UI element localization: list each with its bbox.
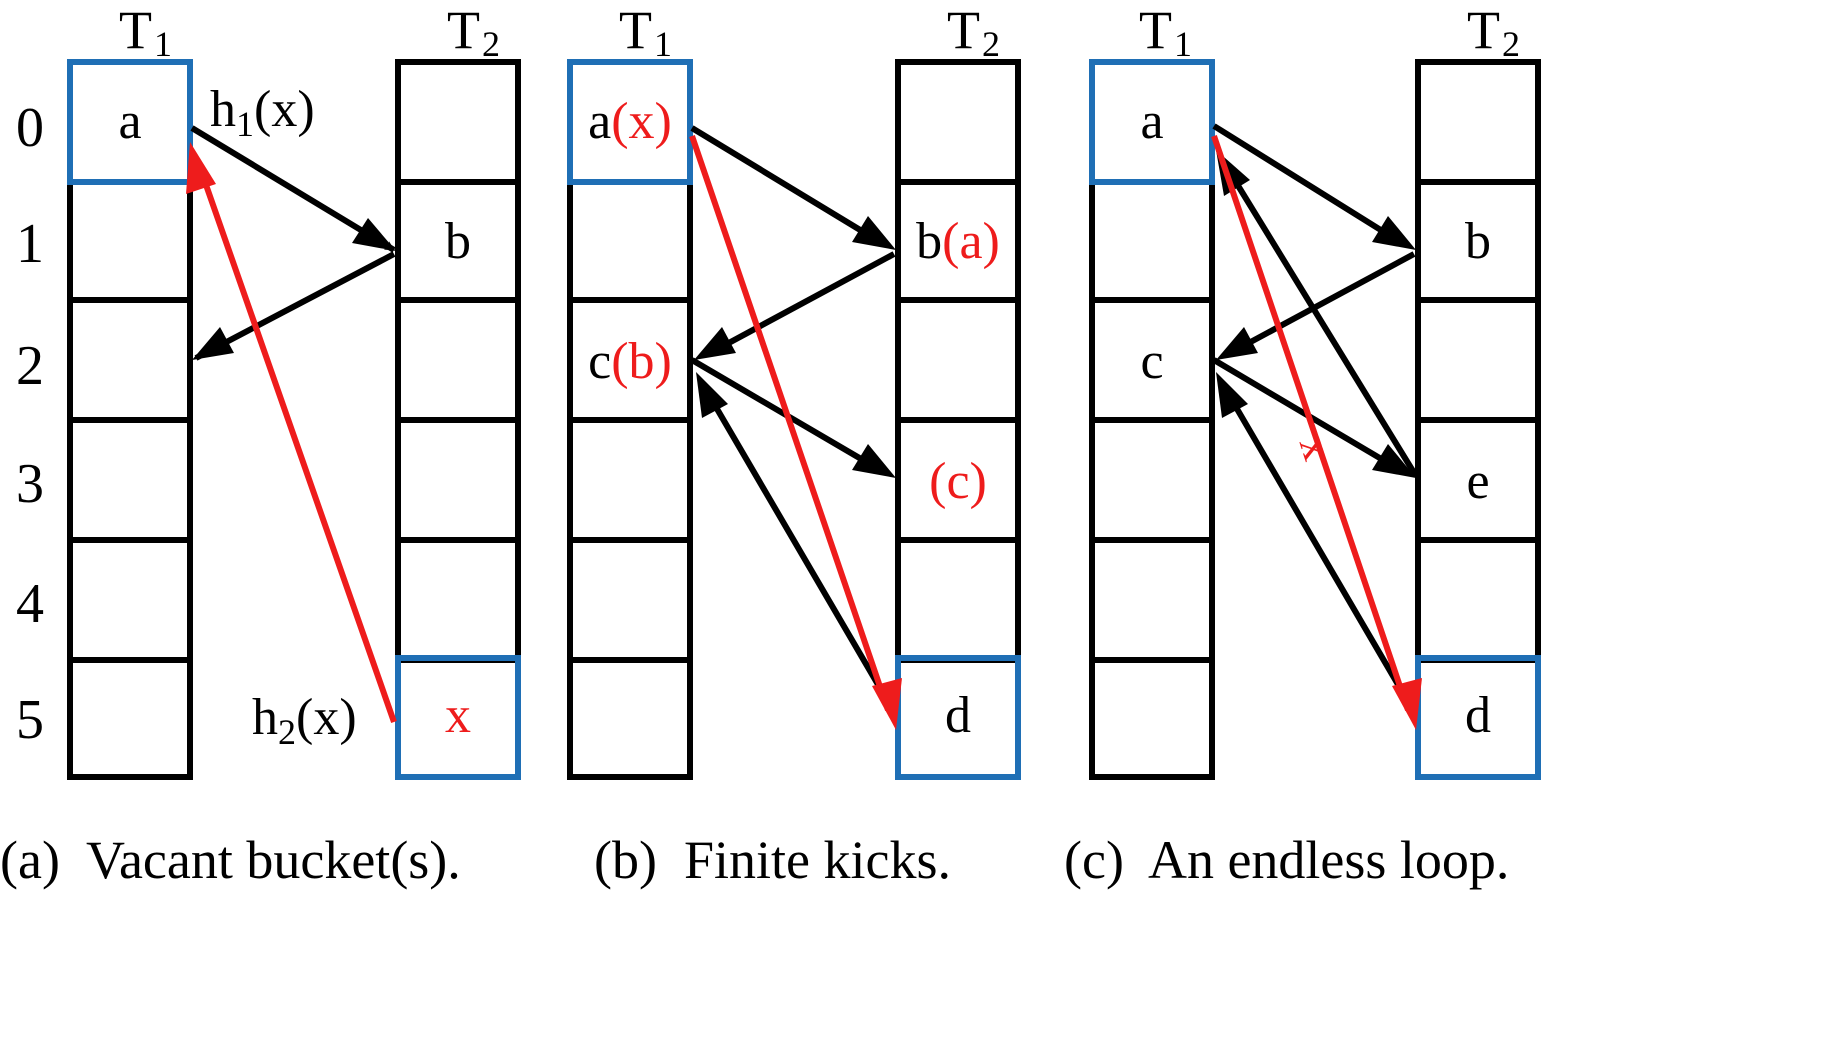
panel-c-arrow-b-to-c-head bbox=[1216, 327, 1258, 360]
panel-a-arrow-a-to-b bbox=[190, 125, 396, 253]
panel-c-t2-sub: 2 bbox=[1502, 24, 1520, 64]
panel-b-t2-cell-5-highlight bbox=[895, 655, 1021, 780]
panel-b-t1-cell-0: a(x) bbox=[588, 93, 672, 150]
panel-c-t2-cell-5-highlight bbox=[1415, 655, 1541, 780]
panel-a-arrow-a-to-b-head bbox=[352, 218, 396, 251]
panel-b-arrow-x-to-d bbox=[689, 135, 891, 711]
panel-b-arrow-b-to-c-head bbox=[694, 327, 736, 360]
panel-b-arrow-x-to-d-head bbox=[872, 678, 902, 730]
panel-b-table-t1 bbox=[567, 59, 693, 780]
row-label-0: 0 bbox=[16, 97, 44, 159]
panel-c-arrow-b-to-c bbox=[1230, 251, 1416, 355]
panel-b-arrow-a-to-b bbox=[690, 125, 882, 245]
panel-c-t2-cell-3: e bbox=[1466, 453, 1489, 510]
panel-c-t2-cell-1: b bbox=[1465, 213, 1491, 270]
panel-c-table-t1 bbox=[1089, 59, 1215, 780]
panel-b-t2-cell-1: b(a) bbox=[916, 213, 1000, 270]
panel-a-arrow-b-to-t1-2 bbox=[194, 251, 396, 361]
panel-c-arrow-a-to-b bbox=[1212, 123, 1402, 245]
panel-a-h2-label: h2(x) bbox=[252, 689, 357, 752]
panel-c-arrow-e-to-a bbox=[1223, 164, 1419, 478]
panel-a-t2-sub: 2 bbox=[482, 24, 500, 64]
panel-b-t2-header: T bbox=[947, 0, 980, 60]
panel-b-t2-sub: 2 bbox=[982, 24, 1000, 64]
panel-a-arrow-x-to-a-head bbox=[186, 142, 216, 194]
panel-a-table-t2 bbox=[395, 59, 521, 780]
panel-c-t1-cell-0: a bbox=[1140, 93, 1163, 150]
panel-a-t2-header: T bbox=[447, 0, 480, 60]
panel-c-t2-header: T bbox=[1467, 0, 1500, 60]
panel-b-arrow-b-to-c bbox=[710, 251, 896, 355]
panel-a-t1-cell-0: a bbox=[118, 93, 141, 150]
row-label-3: 3 bbox=[16, 453, 44, 515]
panel-c-t1-cell-0-highlight bbox=[1089, 59, 1215, 185]
row-label-1: 1 bbox=[16, 213, 44, 275]
panel-c: T 1 T 2 a c b e d bbox=[1089, 0, 1541, 780]
panel-b-t1-sub: 1 bbox=[654, 24, 672, 64]
caption-b: (b) Finite kicks. bbox=[594, 830, 951, 890]
panel-a-h1-label: h1(x) bbox=[210, 81, 315, 144]
panel-c-table-t2 bbox=[1415, 59, 1541, 780]
panel-a-t1-header: T bbox=[119, 0, 152, 60]
panel-b-arrow-a-to-b-head bbox=[852, 216, 896, 250]
panel-c-arrow-x-to-d bbox=[1211, 135, 1411, 711]
panel-c-t1-header: T bbox=[1139, 0, 1172, 60]
panel-b-t2-cell-3: (c) bbox=[929, 453, 987, 510]
panel-b-t1-cell-0-highlight bbox=[567, 59, 693, 185]
panel-a-t1-sub: 1 bbox=[154, 24, 172, 64]
row-label-5: 5 bbox=[16, 689, 44, 751]
panel-b-arrow-d-to-c bbox=[703, 388, 897, 714]
panel-c-t1-cell-2: c bbox=[1140, 333, 1163, 390]
panel-b-t1-cell-2: c(b) bbox=[588, 333, 672, 390]
row-label-2: 2 bbox=[16, 335, 44, 397]
panel-c-t2-cell-5: d bbox=[1465, 687, 1491, 744]
panel-a-t2-cell-5: x bbox=[445, 687, 471, 744]
panel-b-table-t2 bbox=[895, 59, 1021, 780]
panel-a-t1-cell-0-highlight bbox=[67, 59, 193, 185]
panel-b-t2-cell-5: d bbox=[945, 687, 971, 744]
panel-a-arrow-x-to-a bbox=[195, 161, 397, 723]
panel-c-arrow-d-to-c-head bbox=[1216, 372, 1248, 418]
caption-c: (c) An endless loop. bbox=[1064, 830, 1509, 890]
captions: (a) Vacant bucket(s). (b) Finite kicks. … bbox=[0, 830, 1509, 890]
panel-c-arrow-d-to-c bbox=[1223, 388, 1417, 714]
panel-a-t2-cell-1: b bbox=[445, 213, 471, 270]
panel-b: T 1 T 2 a(x) c(b) b(a) (c) d bbox=[567, 0, 1021, 780]
panel-c-t1-sub: 1 bbox=[1174, 24, 1192, 64]
row-label-4: 4 bbox=[16, 573, 44, 635]
caption-a: (a) Vacant bucket(s). bbox=[0, 830, 461, 890]
panel-b-arrow-c-to-t2-3-head bbox=[852, 444, 896, 478]
panel-c-arrow-a-to-b-head bbox=[1372, 216, 1416, 250]
row-labels: 0 1 2 3 4 5 bbox=[16, 97, 44, 751]
panel-c-arrow-c-to-e-head bbox=[1372, 444, 1416, 478]
panel-c-arrow-x-to-d-head bbox=[1392, 678, 1422, 730]
panel-a: T 1 T 2 a b x h1(x) h2(x) bbox=[67, 0, 521, 780]
panel-a-t2-cell-5-highlight bbox=[395, 655, 521, 780]
panel-a-table-t1 bbox=[67, 59, 193, 780]
panel-b-arrow-d-to-c-head bbox=[696, 372, 728, 418]
panel-a-arrow-b-to-t1-2-head bbox=[192, 327, 234, 360]
panel-b-t1-header: T bbox=[619, 0, 652, 60]
